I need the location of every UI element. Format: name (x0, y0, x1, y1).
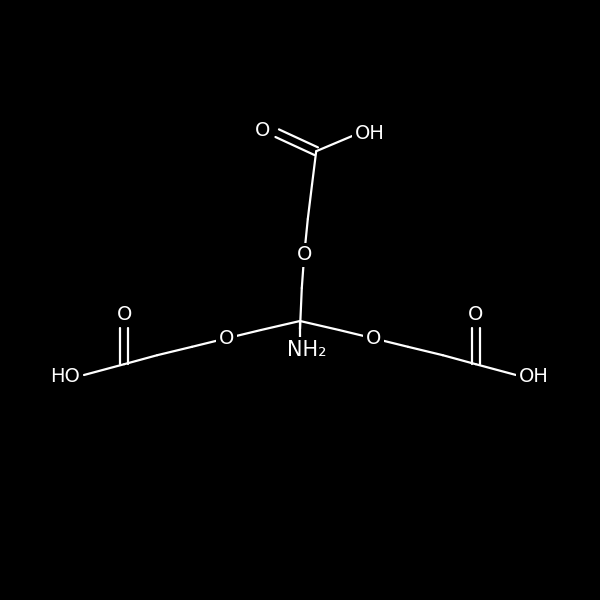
Text: OH: OH (355, 124, 385, 143)
Text: OH: OH (355, 124, 385, 143)
Text: O: O (468, 305, 484, 325)
Text: NH₂: NH₂ (287, 340, 327, 360)
Text: OH: OH (519, 367, 549, 386)
Text: O: O (254, 121, 270, 140)
Text: NH₂: NH₂ (287, 340, 327, 360)
Text: O: O (218, 329, 234, 348)
Text: HO: HO (50, 367, 80, 386)
Text: OH: OH (519, 367, 549, 386)
Text: O: O (296, 245, 312, 265)
Text: O: O (218, 329, 234, 348)
Text: O: O (116, 305, 132, 325)
Text: O: O (468, 305, 484, 325)
Text: O: O (296, 245, 312, 265)
Text: O: O (366, 329, 382, 348)
Text: O: O (116, 305, 132, 325)
Text: O: O (366, 329, 382, 348)
Text: O: O (254, 121, 270, 140)
Text: HO: HO (50, 367, 80, 386)
